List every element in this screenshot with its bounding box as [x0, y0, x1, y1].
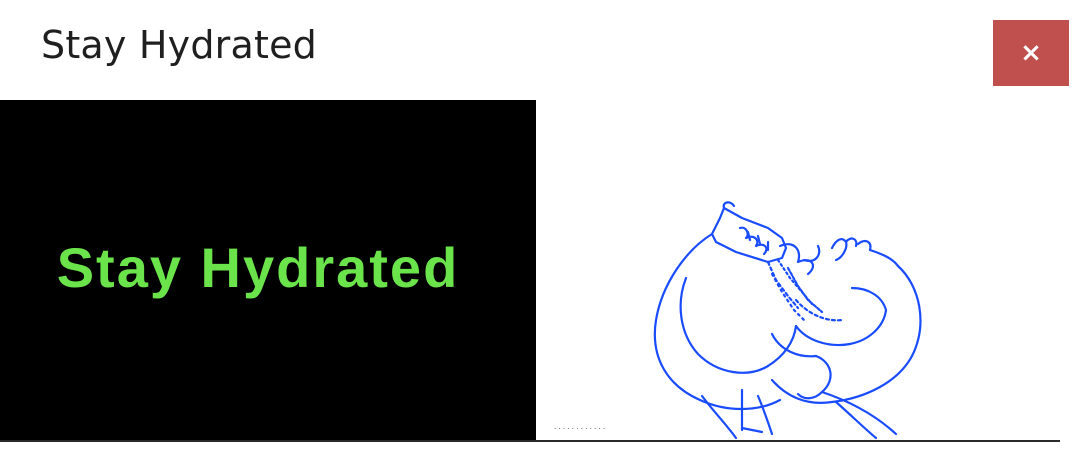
banner-panel: Stay Hydrated	[0, 100, 536, 440]
banner-text: Stay Hydrated	[56, 236, 460, 299]
close-button[interactable]: ×	[993, 20, 1069, 86]
content-area: Stay Hydrated	[0, 100, 1082, 440]
illustration-caption: · · · · · · · · · · · ·	[554, 425, 606, 433]
window-title: Stay Hydrated	[41, 23, 317, 67]
title-bar: Stay Hydrated ×	[0, 0, 1082, 100]
drinking-water-illustration: · · · · · · · · · · · ·	[536, 100, 1082, 440]
bottom-divider	[0, 440, 1060, 442]
close-icon: ×	[1020, 38, 1042, 68]
drinking-person-icon	[653, 201, 922, 440]
